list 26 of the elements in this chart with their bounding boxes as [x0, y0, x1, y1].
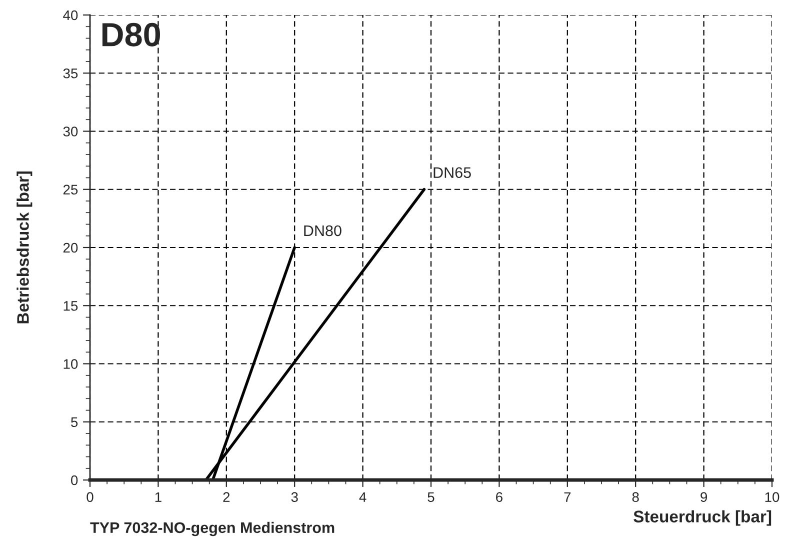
series-label: DN80 [304, 225, 342, 236]
y-tick-label: 40 [63, 10, 78, 20]
x-tick-label: 0 [86, 492, 94, 502]
x-tick-label: 8 [632, 492, 639, 502]
x-tick-label: 4 [359, 492, 366, 502]
y-axis-title: Betriebsdruck [bar] [16, 172, 32, 324]
x-tick-label: 3 [291, 492, 298, 502]
x-tick-label: 6 [496, 492, 502, 502]
y-tick-label: 35 [63, 68, 78, 78]
x-tick-label: 2 [223, 492, 230, 502]
y-tick-label: 15 [64, 301, 78, 311]
y-tick-label: 30 [63, 126, 78, 136]
y-tick-label: 0 [71, 475, 78, 486]
x-tick-label: 1 [155, 492, 162, 502]
y-tick-label: 20 [63, 242, 78, 253]
x-tick-label: 9 [700, 492, 708, 502]
x-tick-label: 7 [564, 492, 571, 502]
annotation: D80 [102, 22, 160, 46]
y-tick-label: 25 [63, 184, 78, 195]
x-tick-label: 5 [428, 492, 434, 502]
series-label: DN65 [434, 167, 471, 178]
y-tick-label: 10 [64, 359, 78, 369]
y-tick-label: 5 [71, 417, 78, 428]
text: TYP 7032-NO-gegen Medienstrom [90, 522, 334, 536]
x-axis-title: Steuerdruck [bar] [634, 510, 772, 526]
x-tick-label: 10 [765, 492, 780, 502]
